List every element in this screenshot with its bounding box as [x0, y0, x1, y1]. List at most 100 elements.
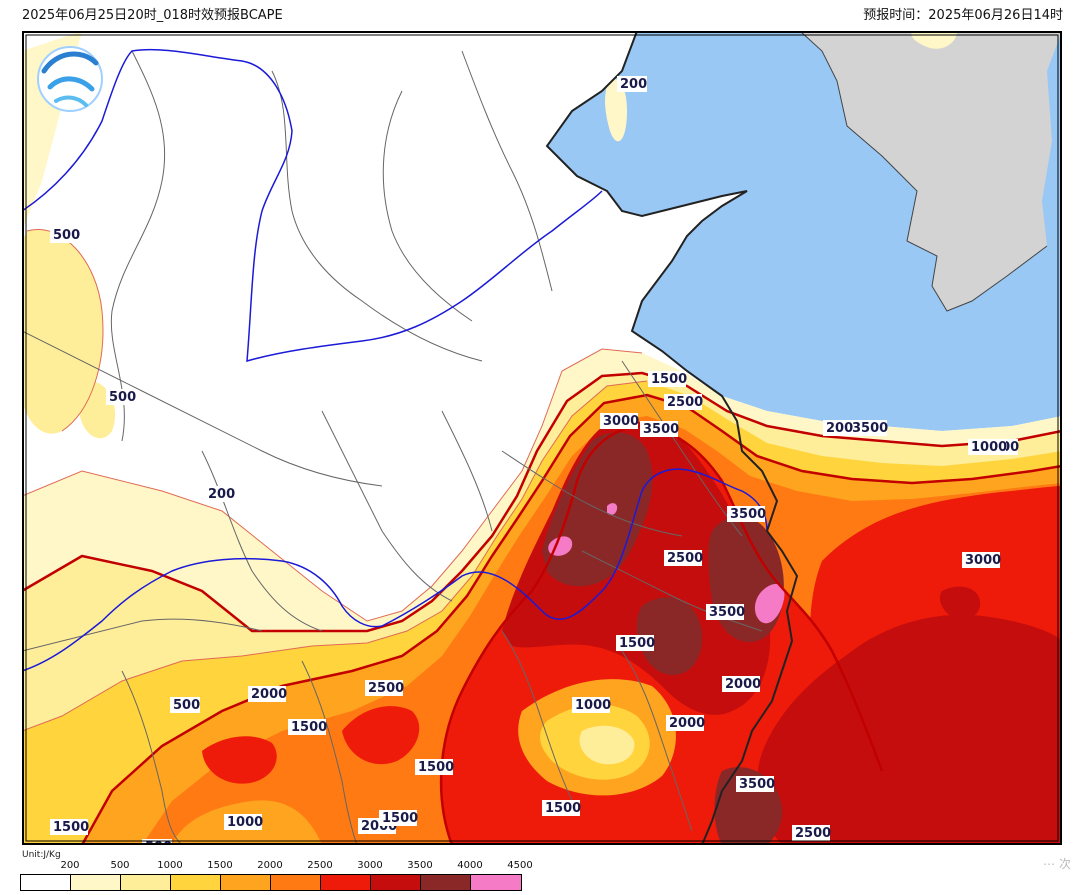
contour-label: 1500 — [415, 759, 454, 775]
legend-swatch — [71, 875, 121, 890]
legend-tick-label: 200 — [60, 860, 80, 871]
svg-text:3500: 3500 — [739, 777, 775, 792]
contour-label: 2000 — [666, 715, 705, 731]
bcape-map: 200 500 500 200 1500 2500 3000 3500 3500 2500 3500… — [22, 31, 1062, 845]
chart-title-left: 2025年06月25日20时_018时效预报BCAPE — [22, 8, 283, 23]
contour-band-2500 — [202, 736, 277, 784]
svg-text:3500: 3500 — [643, 422, 679, 437]
contour-label: 2500 — [664, 550, 703, 566]
contour-label: 2500 — [664, 394, 703, 410]
contour-label: 2000 — [722, 676, 761, 692]
svg-text:1500: 1500 — [382, 811, 418, 826]
svg-text:1500: 1500 — [291, 720, 327, 735]
svg-text:3000: 3000 — [603, 414, 639, 429]
svg-text:3500: 3500 — [852, 421, 888, 436]
svg-text:200: 200 — [620, 77, 647, 92]
svg-text:1500: 1500 — [418, 760, 454, 775]
contour-label: 3000 — [600, 413, 639, 429]
svg-text:2000: 2000 — [251, 687, 287, 702]
forecast-time: 预报时间：2025年06月26日14时 — [863, 8, 1063, 23]
legend-swatch — [421, 875, 471, 890]
contour-label: 1500 — [288, 719, 327, 735]
legend-swatch — [21, 875, 71, 890]
contour-band-3500 — [636, 597, 703, 675]
svg-text:2000: 2000 — [725, 677, 761, 692]
legend-tick-label: 3500 — [407, 860, 433, 871]
contour-label: 3000 — [962, 552, 1001, 568]
contour-label: 3500 — [727, 506, 766, 522]
map-frame — [22, 31, 1062, 845]
contour-labels: 200 500 500 200 1500 2500 3000 3500 3500 2500 3500… — [50, 76, 1019, 845]
contour-label: 3500 — [706, 604, 745, 620]
legend-swatch — [371, 875, 421, 890]
svg-text:2000: 2000 — [669, 716, 705, 731]
svg-text:1500: 1500 — [53, 820, 89, 835]
legend-unit: Unit:J/Kg — [22, 850, 61, 860]
legend-tick-label: 4000 — [457, 860, 483, 871]
map-canvas: 200 500 500 200 1500 2500 3000 3500 3500 2500 3500… — [22, 31, 1062, 845]
watermark: ⋯ 次 — [1043, 857, 1071, 871]
svg-text:1500: 1500 — [619, 636, 655, 651]
contour-label: 1500 — [542, 800, 581, 816]
contour-label: 500 — [142, 839, 172, 845]
legend-tick-label: 2000 — [257, 860, 283, 871]
legend-swatch — [271, 875, 321, 890]
legend-swatch — [121, 875, 171, 890]
legend-swatch — [221, 875, 271, 890]
contour-label: 200 — [823, 420, 853, 436]
contour-band-3000 — [757, 614, 1062, 845]
contour-band-200 — [605, 79, 627, 142]
contour-label: 1500 — [50, 819, 89, 835]
svg-text:3500: 3500 — [709, 605, 745, 620]
contour-band-4000 — [607, 503, 618, 516]
legend-tick-label: 3000 — [357, 860, 383, 871]
contour-label: 3500 — [640, 421, 679, 437]
korea-peninsula — [800, 31, 1062, 311]
svg-text:1500: 1500 — [545, 801, 581, 816]
svg-text:500: 500 — [109, 390, 136, 405]
legend-tick-label: 4500 — [507, 860, 533, 871]
svg-text:2500: 2500 — [667, 395, 703, 410]
legend-swatch — [471, 875, 521, 890]
contour-label: 2500 — [365, 680, 404, 696]
svg-text:500: 500 — [145, 840, 172, 845]
contour-label: 3500 — [849, 420, 888, 436]
svg-text:3500: 3500 — [730, 507, 766, 522]
svg-text:2500: 2500 — [368, 681, 404, 696]
contour-label: 500 — [106, 389, 136, 405]
contour-label: 1000 — [224, 814, 263, 830]
svg-text:3000: 3000 — [965, 553, 1001, 568]
svg-text:1000: 1000 — [227, 815, 263, 830]
contour-band-500 — [579, 725, 635, 765]
svg-text:2500: 2500 — [795, 826, 831, 841]
contour-band-2500 — [342, 706, 420, 765]
contour-label: 2500 — [792, 825, 831, 841]
legend-swatch — [171, 875, 221, 890]
legend-tick-label: 1000 — [157, 860, 183, 871]
contour-label: 1000 — [968, 439, 1007, 455]
contour-label: 1000 — [572, 697, 611, 713]
svg-text:500: 500 — [53, 228, 80, 243]
contour-label: 3500 — [736, 776, 775, 792]
svg-text:2500: 2500 — [667, 551, 703, 566]
map-frame-inner — [25, 34, 1059, 842]
contour-label: 1500 — [616, 635, 655, 651]
contour-band-4000 — [754, 584, 785, 624]
contour-label: 1500 — [648, 371, 687, 387]
contour-label: 500 — [50, 227, 80, 243]
contour-label: 200 — [205, 486, 235, 502]
contour-label: 500 — [170, 697, 200, 713]
contour-label: 2000 — [248, 686, 287, 702]
legend-swatch — [321, 875, 371, 890]
contour-label: 1500 — [379, 810, 418, 826]
color-legend: 200 500 1000 1500 2000 2500 3000 3500 4000 4500 — [20, 860, 533, 891]
contour-label: 200 — [617, 76, 647, 92]
svg-text:1500: 1500 — [651, 372, 687, 387]
legend-tick-label: 1500 — [207, 860, 233, 871]
legend-color-bar — [20, 874, 522, 891]
legend-tick-label: 2500 — [307, 860, 333, 871]
contour-band-3000 — [939, 586, 981, 620]
svg-text:200: 200 — [826, 421, 853, 436]
svg-text:500: 500 — [173, 698, 200, 713]
legend-tick-label: 500 — [110, 860, 130, 871]
